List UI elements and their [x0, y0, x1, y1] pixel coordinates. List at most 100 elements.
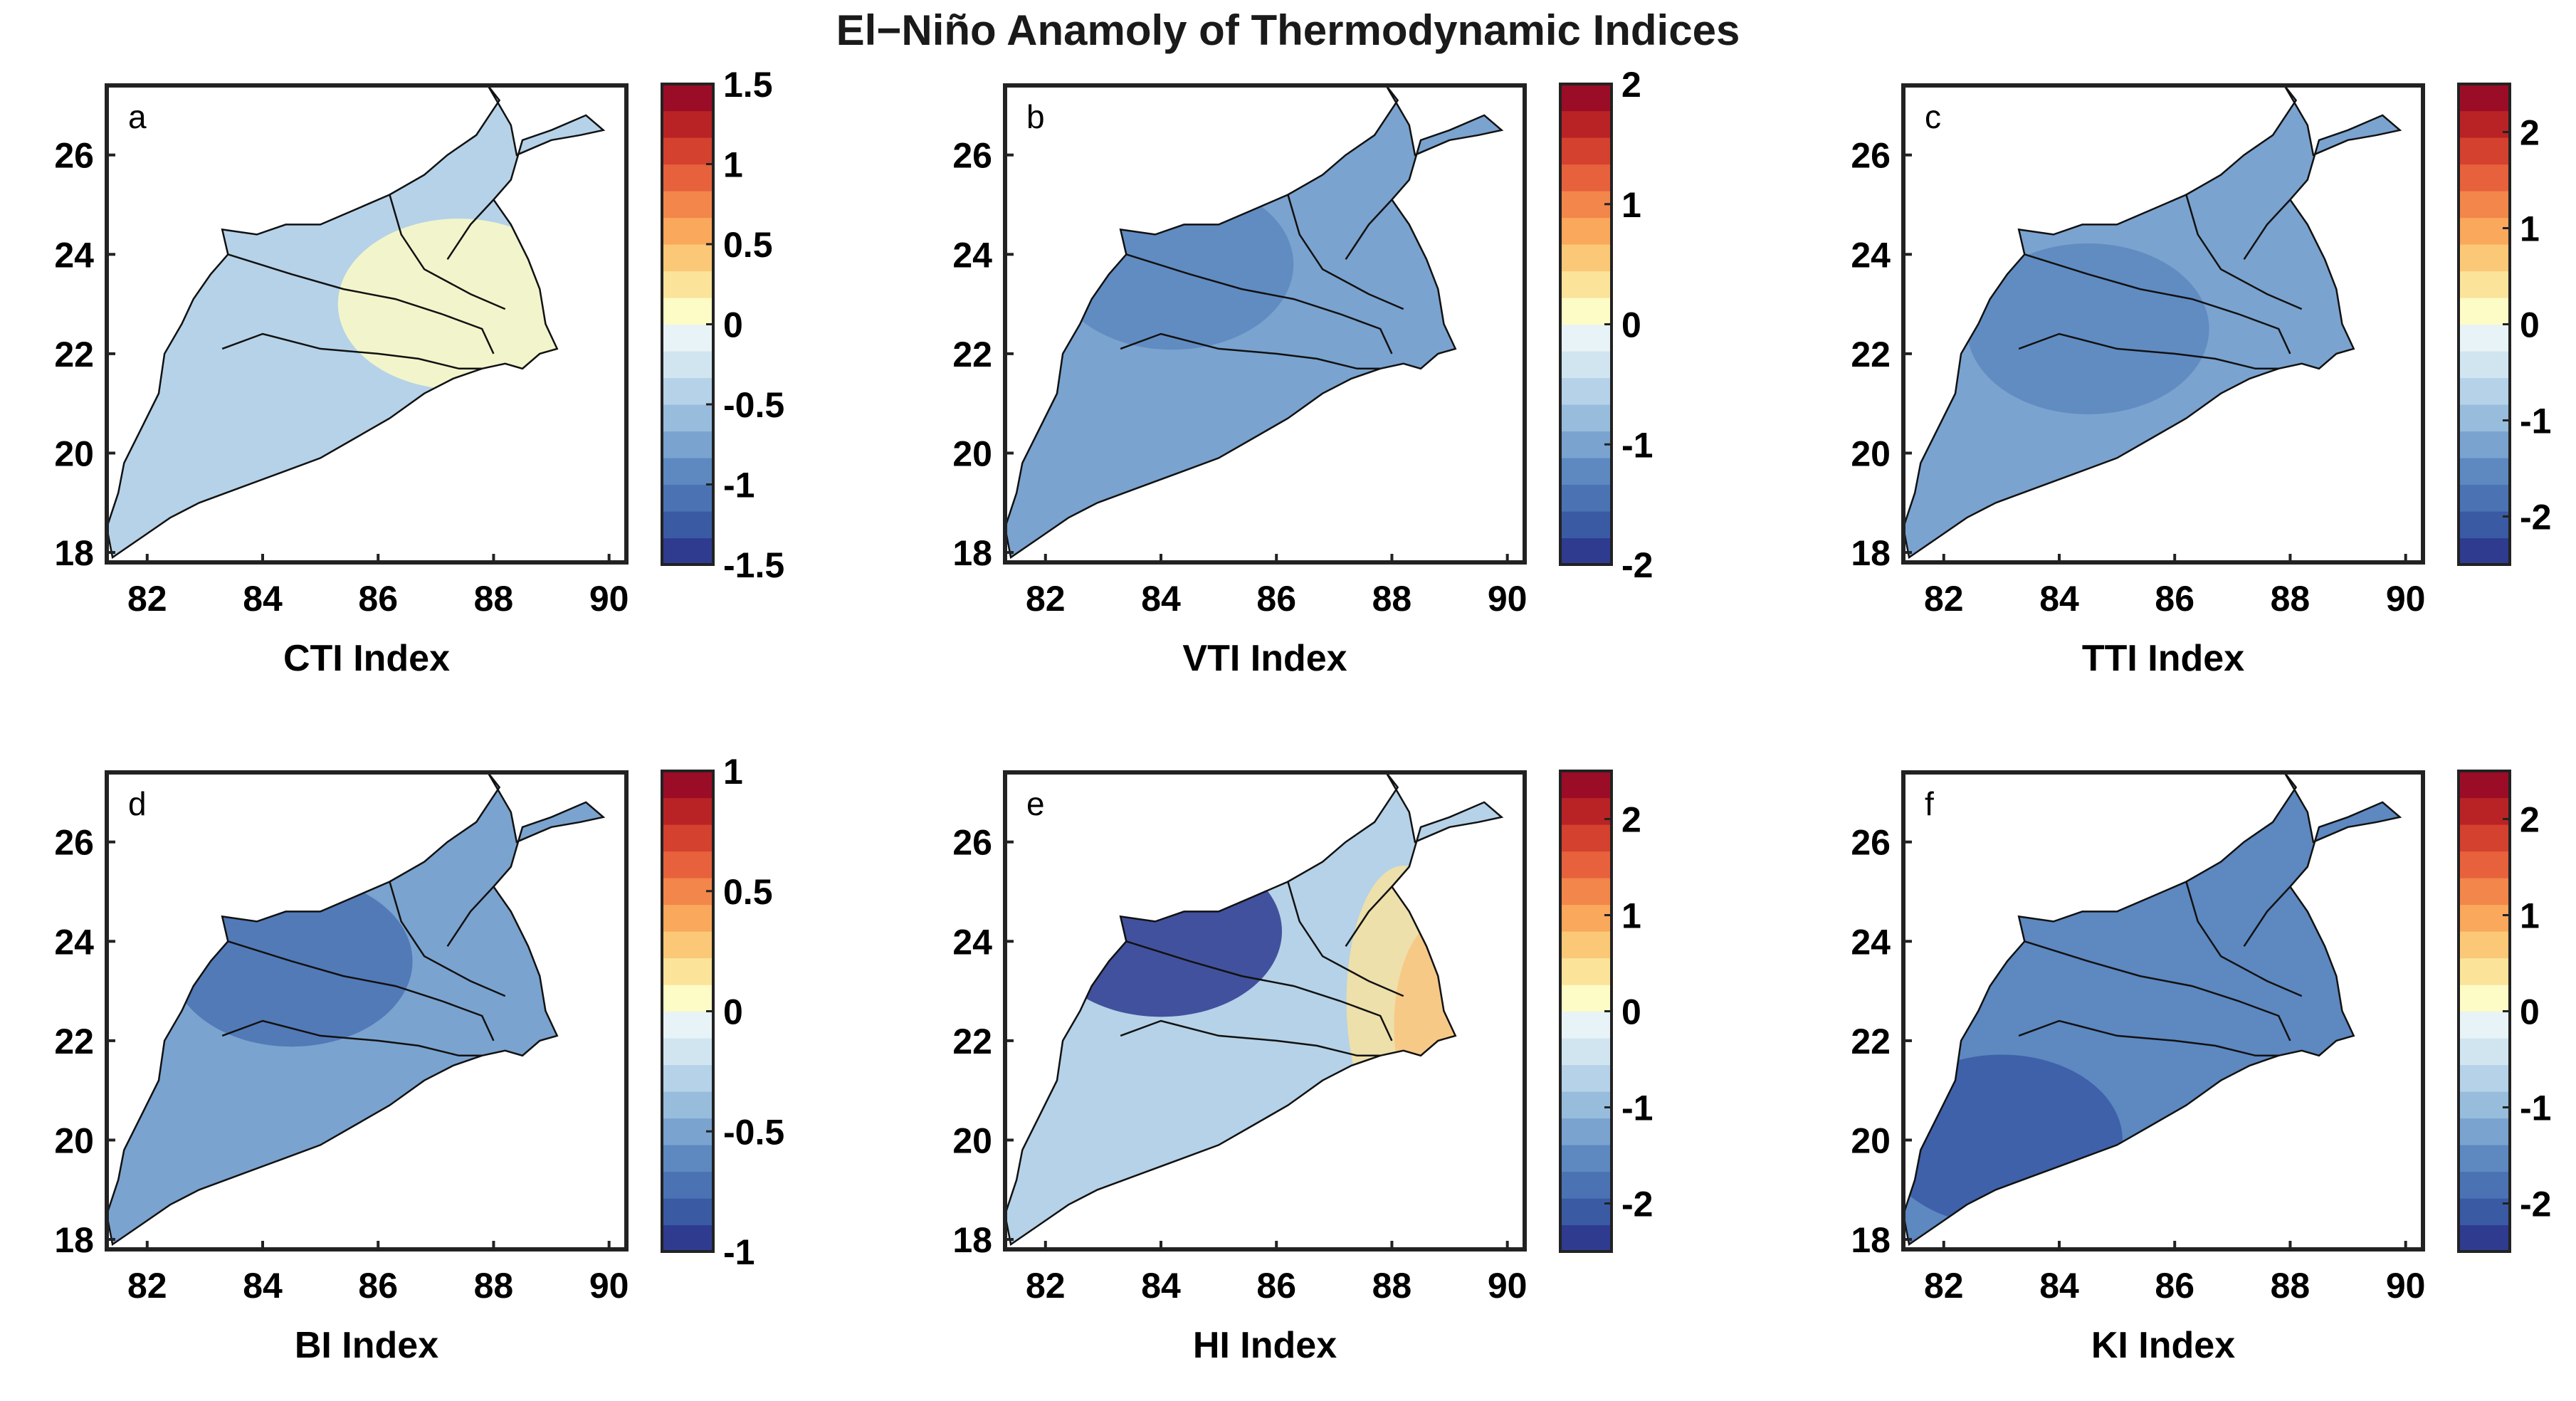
colorbar-segment: [1560, 511, 1612, 538]
x-tick-label: 88: [1372, 579, 1412, 619]
colorbar-segment: [2459, 458, 2510, 485]
x-tick-label: 88: [2271, 579, 2310, 619]
colorbar-tick-label: 0: [1621, 305, 1641, 345]
y-tick-label: 26: [1851, 136, 1891, 176]
y-tick-label: 22: [54, 1022, 94, 1061]
panel-tti: 82 84 86 88 90 26 24 22 20 18 c TTI Index 2 1 0 -1 -2: [1797, 0, 2576, 655]
colorbar-segment: [2459, 485, 2510, 512]
colorbar-segment: [1560, 378, 1612, 405]
x-axis-label: TTI Index: [2082, 638, 2244, 679]
colorbar-segment: [2459, 824, 2510, 851]
colorbar-segment: [662, 511, 713, 538]
colorbar-segment: [1560, 1145, 1612, 1172]
colorbar-segment: [2459, 378, 2510, 405]
colorbar-segment: [662, 1145, 713, 1172]
colorbar-segment: [662, 351, 713, 378]
colorbar-segment: [2459, 1038, 2510, 1065]
colorbar-segment: [1560, 1012, 1612, 1039]
colorbar-segment: [2459, 1012, 2510, 1039]
colorbar-tick-label: 0: [2520, 992, 2540, 1032]
x-tick-label: 90: [2386, 1266, 2426, 1306]
y-tick-label: 18: [1851, 533, 1891, 573]
anomaly-hotspot: [1881, 1054, 2123, 1225]
panel-vti: 82 84 86 88 90 26 24 22 20 18 b VTI Index 2 1 0 -1 -2: [898, 0, 1774, 655]
y-tick-label: 20: [54, 434, 94, 473]
x-tick-label: 82: [127, 1266, 167, 1306]
anomaly-warm-band: [1347, 866, 1461, 1136]
x-tick-label: 82: [1924, 579, 1964, 619]
colorbar-segment: [662, 905, 713, 932]
x-tick-label: 90: [1488, 579, 1528, 619]
y-tick-label: 24: [54, 235, 94, 275]
x-tick-label: 82: [1026, 579, 1066, 619]
colorbar-segment: [662, 271, 713, 298]
colorbar-segment: [2459, 271, 2510, 298]
x-tick-label: 86: [358, 579, 398, 619]
colorbar-segment: [2459, 1091, 2510, 1118]
y-tick-label: 20: [952, 1121, 992, 1160]
y-tick-label: 24: [952, 922, 992, 962]
colorbar-segment: [1560, 431, 1612, 458]
x-tick-label: 90: [2386, 579, 2426, 619]
colorbar-segment: [662, 851, 713, 878]
colorbar-segment: [662, 1172, 713, 1199]
colorbar-segment: [1560, 931, 1612, 958]
colorbar-segment: [662, 798, 713, 825]
colorbar-segment: [662, 878, 713, 905]
colorbar-segment: [662, 84, 713, 111]
colorbar-segment: [662, 1118, 713, 1145]
x-tick-label: 84: [243, 1266, 283, 1306]
colorbar-tick-label: 0: [723, 305, 743, 345]
x-tick-label: 90: [1488, 1266, 1528, 1306]
x-tick-label: 86: [2155, 1266, 2194, 1306]
colorbar-segment: [1560, 485, 1612, 512]
x-tick-label: 84: [1141, 1266, 1181, 1306]
colorbar-tick-label: -2: [2520, 498, 2551, 537]
colorbar-segment: [662, 1012, 713, 1039]
colorbar-tick-label: -2: [1621, 545, 1653, 585]
y-tick-label: 26: [952, 136, 992, 176]
colorbar-segment: [1560, 958, 1612, 985]
colorbar-segment: [1560, 878, 1612, 905]
colorbar-tick-label: -1: [2520, 1088, 2551, 1128]
x-tick-label: 84: [1141, 579, 1181, 619]
panel-hi: 82 84 86 88 90 26 24 22 20 18 e HI Index 2 1 0 -1 -2: [898, 687, 1774, 1342]
colorbar-segment: [2459, 798, 2510, 825]
y-tick-label: 26: [54, 823, 94, 863]
y-tick-label: 18: [54, 1220, 94, 1260]
colorbar-tick-label: -1: [723, 466, 755, 505]
x-tick-label: 86: [358, 1266, 398, 1306]
colorbar-segment: [2459, 351, 2510, 378]
colorbar-segment: [2459, 538, 2510, 565]
colorbar-segment: [2459, 878, 2510, 905]
colorbar-segment: [2459, 905, 2510, 932]
y-tick-label: 18: [952, 1220, 992, 1260]
anomaly-hotspot: [1051, 179, 1293, 350]
colorbar-segment: [2459, 137, 2510, 164]
colorbar-segment: [2459, 404, 2510, 431]
colorbar-segment: [662, 931, 713, 958]
colorbar-segment: [2459, 851, 2510, 878]
colorbar-segment: [662, 485, 713, 512]
colorbar-segment: [2459, 164, 2510, 191]
x-axis-label: CTI Index: [283, 638, 450, 679]
colorbar-segment: [662, 298, 713, 325]
colorbar-segment: [2459, 985, 2510, 1012]
x-axis-label: VTI Index: [1182, 638, 1347, 679]
colorbar-segment: [662, 1038, 713, 1065]
colorbar-segment: [2459, 771, 2510, 798]
colorbar-segment: [1560, 351, 1612, 378]
colorbar-segment: [662, 458, 713, 485]
colorbar-segment: [1560, 985, 1612, 1012]
colorbar-segment: [1560, 1091, 1612, 1118]
colorbar-segment: [1560, 538, 1612, 565]
colorbar-segment: [662, 378, 713, 405]
y-tick-label: 20: [54, 1121, 94, 1160]
colorbar-segment: [2459, 1118, 2510, 1145]
y-tick-label: 24: [1851, 922, 1891, 962]
colorbar-segment: [1560, 798, 1612, 825]
x-tick-label: 86: [1256, 579, 1296, 619]
x-tick-label: 90: [589, 579, 629, 619]
colorbar-tick-label: -0.5: [723, 385, 784, 425]
panel-svg: 82 84 86 88 902624222018eHI Index210-1-2: [898, 687, 1774, 1342]
